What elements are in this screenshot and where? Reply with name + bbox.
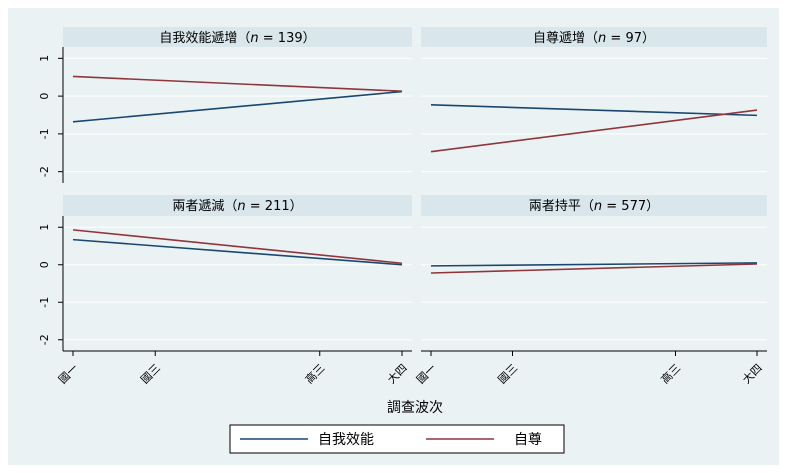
panel-title-n-value: = 97） <box>606 31 655 46</box>
legend-label-1: 自我效能 <box>318 432 374 448</box>
y-tick-label: -1 <box>38 128 51 139</box>
plot-area <box>63 47 412 183</box>
panel-2: 自尊遞增（n = 97） <box>421 27 767 183</box>
panel-title-text: 兩者持平（ <box>529 199 594 214</box>
series-line-1 <box>430 262 758 267</box>
panel-title-text: 自我效能遞增（ <box>159 31 250 46</box>
panel-title-n-label: n <box>250 31 258 46</box>
panel-title-n-value: = 139） <box>259 31 316 46</box>
x-axis-title: 調查波次 <box>387 400 443 416</box>
panel-header <box>421 195 767 216</box>
panel-title-text: 自尊遞增（ <box>533 30 598 46</box>
legend: 自我效能 自尊 <box>229 424 565 454</box>
y-tick-label: 1 <box>38 55 51 62</box>
panel-header <box>421 27 767 47</box>
panel-title-n-label: n <box>594 199 602 214</box>
panel-title-n-label: n <box>237 199 245 214</box>
panel-title: 自尊遞增（n = 97） <box>533 30 655 46</box>
series-line-2 <box>72 229 403 265</box>
panel-header <box>63 27 412 47</box>
y-tick-label: 0 <box>38 93 51 100</box>
plot-area <box>421 47 767 183</box>
y-tick-label: -2 <box>38 334 51 345</box>
y-tick-label: 0 <box>38 261 51 268</box>
panel-1: 自我效能遞增（n = 139） 1 0 -1 -2 <box>38 27 412 183</box>
series-line-2 <box>430 109 758 153</box>
series-line-1 <box>72 238 403 266</box>
panel-title: 兩者持平（n = 577） <box>529 199 659 214</box>
y-tick-label: -1 <box>38 297 51 308</box>
plot-area <box>63 216 412 351</box>
panel-title-n-value: = 577） <box>602 199 659 214</box>
series-line-1 <box>430 104 758 117</box>
panel-3: 兩者遞減（n = 211）10-1-2國一 國三 高三 大四 <box>38 195 412 386</box>
series-line-1 <box>72 90 403 123</box>
legend-label-2: 自尊 <box>514 431 542 448</box>
panel-header <box>63 195 412 216</box>
plot-area <box>421 216 767 351</box>
panel-title: 自我效能遞增（n = 139） <box>159 31 315 46</box>
series-line-2 <box>72 75 403 92</box>
y-tick-label: -2 <box>38 166 51 177</box>
panel-title-text: 兩者遞減（ <box>172 198 237 214</box>
y-tick-label: 1 <box>38 224 51 231</box>
panel-title: 兩者遞減（n = 211） <box>172 198 302 214</box>
panel-title-n-label: n <box>598 31 606 46</box>
panel-title-n-value: = 211） <box>246 199 303 214</box>
series-line-2 <box>430 263 758 274</box>
